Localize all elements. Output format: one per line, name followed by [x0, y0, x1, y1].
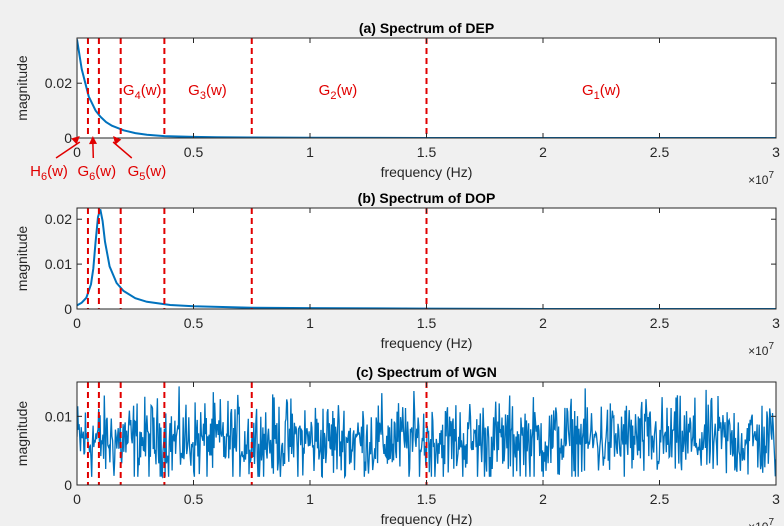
x-tick-label: 3 — [772, 315, 780, 331]
x-tick-label: 1.5 — [417, 491, 437, 507]
band-label: G2(w) — [319, 82, 358, 102]
x-tick-label: 3 — [772, 491, 780, 507]
series-line — [77, 39, 776, 138]
x-tick-label: 2 — [539, 315, 547, 331]
panel-title: (b) Spectrum of DOP — [358, 190, 496, 206]
panel-title: (c) Spectrum of WGN — [356, 364, 497, 380]
annotation-arrow-line — [55, 141, 81, 159]
band-label: G1(w) — [582, 82, 621, 102]
x-tick-label: 3 — [772, 144, 780, 160]
x-exponent-label: ×107 — [748, 517, 774, 526]
annotation-arrowhead — [89, 136, 98, 145]
panel-title: (a) Spectrum of DEP — [359, 20, 494, 36]
y-tick-label: 0.02 — [45, 211, 72, 227]
x-tick-label: 2 — [539, 491, 547, 507]
y-axis-label: magnitude — [14, 226, 30, 292]
y-tick-label: 0.02 — [45, 75, 72, 91]
band-label: G4(w) — [123, 82, 162, 102]
y-axis-label: magnitude — [14, 401, 30, 467]
x-tick-label: 0.5 — [184, 315, 204, 331]
x-exponent-label: ×107 — [748, 341, 774, 358]
x-tick-label: 0 — [73, 491, 81, 507]
panel-1: 0 0.5 1 1.5 2 2.5 3 0 0.01 0.02 (b) Spectrum of DO… — [14, 190, 780, 358]
band-label: G3(w) — [188, 82, 227, 102]
panel-2: 0 0.5 1 1.5 2 2.5 3 0 0.01 (c) Spectrum of WGN fre… — [14, 364, 780, 526]
x-tick-label: 1 — [306, 315, 314, 331]
x-axis-label: frequency (Hz) — [381, 164, 473, 180]
x-tick-label: 2 — [539, 144, 547, 160]
y-axis-label: magnitude — [14, 55, 30, 121]
x-tick-label: 0.5 — [184, 491, 204, 507]
annotation-label: G6(w) — [77, 163, 116, 183]
x-tick-label: 0 — [73, 144, 81, 160]
annotation-label: G5(w) — [128, 163, 167, 183]
annotation-arrow-line — [112, 141, 133, 159]
x-exponent-label: ×107 — [748, 170, 774, 187]
x-tick-label: 2.5 — [650, 315, 670, 331]
annotation-arrowhead — [71, 136, 80, 145]
x-tick-label: 1 — [306, 144, 314, 160]
annotation-label: H6(w) — [30, 163, 68, 183]
x-tick-label: 2.5 — [650, 491, 670, 507]
y-tick-label: 0.01 — [45, 408, 72, 424]
x-tick-label: 0.5 — [184, 144, 204, 160]
series-line — [77, 386, 776, 480]
y-tick-label: 0 — [64, 130, 72, 146]
annotation-arrowhead — [113, 136, 122, 145]
x-tick-label: 0 — [73, 315, 81, 331]
x-tick-label: 2.5 — [650, 144, 670, 160]
x-tick-label: 1 — [306, 491, 314, 507]
y-tick-label: 0 — [64, 477, 72, 493]
x-axis-label: frequency (Hz) — [381, 335, 473, 351]
y-tick-label: 0.01 — [45, 256, 72, 272]
series-line — [77, 209, 776, 309]
x-tick-label: 1.5 — [417, 315, 437, 331]
x-tick-label: 1.5 — [417, 144, 437, 160]
x-axis-label: frequency (Hz) — [381, 511, 473, 526]
y-tick-label: 0 — [64, 301, 72, 317]
panel-0: 0 0.5 1 1.5 2 2.5 3 0 0.02 (a) Spectrum of DEP fre… — [14, 20, 780, 187]
